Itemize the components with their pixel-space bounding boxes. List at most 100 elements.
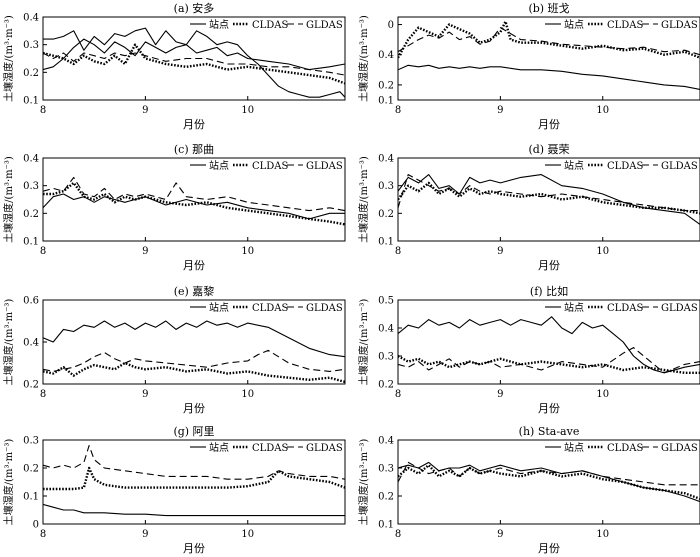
y-tick-label: 0.4 bbox=[378, 50, 394, 61]
x-tick-label: 9 bbox=[497, 529, 503, 540]
x-tick-label: 9 bbox=[142, 389, 148, 400]
legend-label: 站点 bbox=[564, 159, 584, 172]
series-line-dotted-1 bbox=[43, 361, 345, 384]
y-tick-label: 0.4 bbox=[23, 154, 39, 165]
y-tick-label: 0.1 bbox=[23, 237, 39, 248]
y-tick-label: 0.1 bbox=[23, 96, 39, 107]
y-tick-label: 0.4 bbox=[378, 436, 394, 447]
chart-title: (b) 班戈 bbox=[528, 2, 569, 15]
x-tick-label: 8 bbox=[395, 529, 401, 540]
x-tick-label: 8 bbox=[40, 105, 46, 116]
y-tick-label: 0.2 bbox=[378, 492, 394, 503]
series-line-dotted-1 bbox=[398, 181, 700, 215]
plot-frame bbox=[42, 16, 346, 101]
series-line-solid-1 bbox=[43, 38, 345, 71]
legend-label: GLDAS bbox=[306, 161, 343, 172]
y-tick-label: 0.6 bbox=[23, 296, 39, 307]
y-tick-label: 0.2 bbox=[23, 68, 39, 79]
x-axis-label: 月份 bbox=[538, 118, 560, 131]
legend-label: CLDAS bbox=[607, 303, 644, 314]
y-tick-label: 0.3 bbox=[378, 352, 394, 363]
x-axis-label: 月份 bbox=[183, 259, 205, 272]
plot-frame bbox=[397, 439, 700, 525]
y-axis-label: 土壤湿度/(m³·m⁻³) bbox=[357, 15, 370, 102]
x-tick-label: 8 bbox=[40, 529, 46, 540]
legend-label: CLDAS bbox=[252, 161, 289, 172]
chart-title: (h) Sta-ave bbox=[519, 425, 580, 438]
y-tick-label: 0.2 bbox=[378, 380, 394, 391]
y-tick-label: 0.4 bbox=[378, 324, 394, 335]
series-line-dotted-1 bbox=[398, 20, 700, 59]
series-line-dashed-3 bbox=[43, 52, 345, 76]
series-line-dotted-2 bbox=[43, 43, 345, 85]
legend-label: CLDAS bbox=[252, 443, 289, 454]
x-tick-label: 9 bbox=[142, 246, 148, 257]
series-line-dashed-2 bbox=[398, 461, 700, 486]
y-axis-label: 土壤湿度/(m³·m⁻³) bbox=[357, 439, 370, 526]
plot-frame bbox=[42, 439, 346, 525]
y-tick-label: 0.2 bbox=[23, 380, 39, 391]
y-axis-label: 土壤湿度/(m³·m⁻³) bbox=[2, 156, 15, 243]
y-tick-label: 0.1 bbox=[23, 492, 39, 503]
y-tick-label: 0.1 bbox=[378, 96, 394, 107]
legend-label: 站点 bbox=[209, 18, 229, 31]
plot-frame bbox=[397, 157, 700, 242]
x-tick-label: 10 bbox=[241, 246, 254, 257]
series-line-solid-0 bbox=[398, 64, 700, 90]
legend-label: CLDAS bbox=[607, 443, 644, 454]
plot-frame bbox=[397, 16, 700, 101]
series-line-dotted-1 bbox=[43, 466, 345, 491]
y-tick-label: 0.4 bbox=[23, 338, 39, 349]
x-tick-label: 10 bbox=[596, 105, 609, 116]
x-tick-label: 10 bbox=[241, 105, 254, 116]
y-tick-label: 0.1 bbox=[378, 520, 394, 531]
y-tick-label: 0.2 bbox=[23, 209, 39, 220]
x-tick-label: 9 bbox=[142, 105, 148, 116]
chart-title: (a) 安多 bbox=[174, 1, 215, 15]
series-line-dashed-2 bbox=[43, 445, 345, 480]
series-line-dotted-1 bbox=[398, 464, 700, 500]
legend-label: CLDAS bbox=[252, 20, 289, 31]
x-tick-label: 9 bbox=[497, 105, 503, 116]
series-line-dashed-2 bbox=[43, 349, 345, 372]
x-tick-label: 9 bbox=[497, 389, 503, 400]
legend-label: GLDAS bbox=[661, 443, 698, 454]
x-tick-label: 10 bbox=[596, 529, 609, 540]
series-line-solid-0 bbox=[398, 174, 700, 225]
y-tick-label: 0.2 bbox=[378, 209, 394, 220]
y-axis-label: 土壤湿度/(m³·m⁻³) bbox=[2, 299, 15, 386]
y-tick-label: 0.3 bbox=[23, 436, 39, 447]
x-tick-label: 8 bbox=[395, 246, 401, 257]
series-line-solid-0 bbox=[43, 27, 345, 98]
x-axis-label: 月份 bbox=[183, 402, 205, 415]
series-line-dashed-2 bbox=[398, 174, 700, 212]
legend-label: CLDAS bbox=[252, 303, 289, 314]
y-tick-label: 0.2 bbox=[23, 464, 39, 475]
y-tick-label: 0.3 bbox=[378, 464, 394, 475]
y-tick-label: 0.2 bbox=[378, 80, 394, 91]
x-axis-label: 月份 bbox=[183, 542, 205, 555]
series-line-solid-0 bbox=[43, 503, 345, 517]
chart-title: (e) 嘉黎 bbox=[174, 284, 215, 298]
y-tick-label: 0 bbox=[388, 20, 394, 31]
y-tick-label: 0.3 bbox=[23, 181, 39, 192]
x-tick-label: 8 bbox=[395, 105, 401, 116]
legend-label: CLDAS bbox=[607, 20, 644, 31]
x-axis-label: 月份 bbox=[538, 542, 560, 555]
y-tick-label: 0 bbox=[33, 520, 39, 531]
legend-label: GLDAS bbox=[306, 303, 343, 314]
y-tick-label: 0.3 bbox=[378, 181, 394, 192]
y-axis-label: 土壤湿度/(m³·m⁻³) bbox=[2, 15, 15, 102]
y-tick-label: 0.3 bbox=[23, 40, 39, 51]
legend-label: 站点 bbox=[564, 441, 584, 454]
chart-title: (g) 阿里 bbox=[173, 425, 214, 438]
x-axis-label: 月份 bbox=[183, 118, 205, 131]
